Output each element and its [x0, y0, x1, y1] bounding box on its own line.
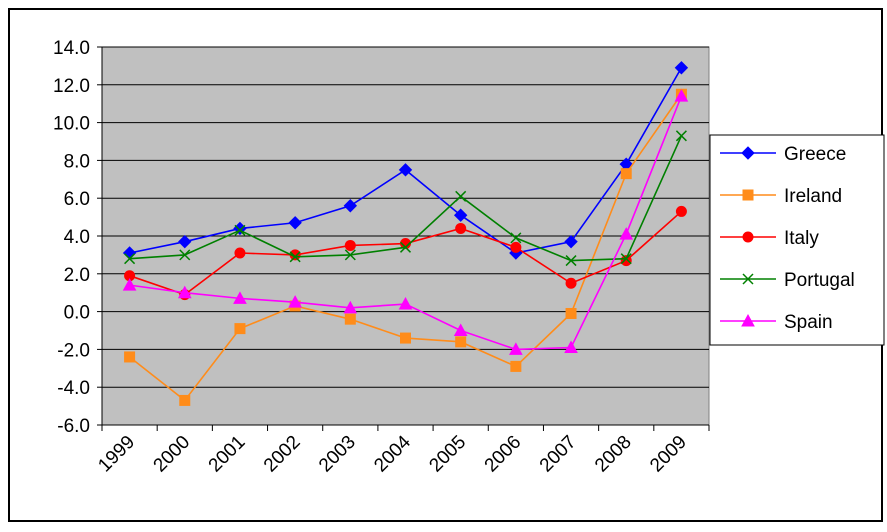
marker: [344, 313, 356, 325]
marker: [178, 234, 192, 249]
marker: [289, 251, 301, 263]
legend-label: Italy: [784, 228, 819, 249]
marker: [564, 340, 578, 354]
marker: [620, 253, 632, 265]
marker: [510, 232, 522, 244]
y-tick-label: -2.0: [57, 340, 90, 361]
marker: [455, 190, 467, 202]
y-tick-label: 8.0: [64, 151, 90, 172]
marker: [453, 208, 468, 222]
marker: [398, 296, 413, 310]
marker: [288, 295, 302, 308]
marker: [742, 231, 754, 243]
legend-label: Ireland: [784, 186, 842, 207]
marker: [343, 199, 358, 213]
y-tick-label: 14.0: [53, 38, 90, 59]
marker: [510, 241, 522, 253]
marker: [234, 224, 246, 236]
marker: [741, 146, 755, 160]
marker: [455, 222, 467, 234]
marker: [620, 168, 632, 180]
marker: [343, 300, 358, 314]
marker: [619, 227, 634, 240]
y-tick-label: -4.0: [57, 378, 90, 399]
y-tick-label: 2.0: [64, 265, 90, 286]
marker: [179, 249, 191, 261]
y-tick-label: 10.0: [53, 114, 90, 135]
marker: [344, 239, 356, 251]
marker: [674, 61, 689, 75]
marker: [234, 323, 246, 335]
marker: [742, 273, 754, 285]
legend-label: Portugal: [784, 270, 855, 291]
legend-label: Greece: [784, 144, 846, 165]
legend-label: Spain: [784, 312, 833, 333]
marker: [510, 360, 522, 372]
marker: [453, 323, 468, 336]
marker: [564, 234, 578, 249]
marker: [177, 285, 192, 299]
marker: [124, 253, 136, 265]
marker: [124, 351, 136, 363]
y-tick-label: 4.0: [64, 227, 90, 248]
marker: [675, 205, 687, 217]
marker: [742, 189, 754, 201]
marker: [288, 216, 302, 230]
marker: [565, 277, 577, 289]
marker: [122, 278, 137, 291]
marker: [674, 89, 689, 102]
marker: [509, 342, 523, 355]
marker: [565, 307, 577, 319]
marker: [179, 394, 191, 406]
marker: [400, 332, 411, 344]
y-tick-label: 0.0: [64, 303, 90, 324]
marker: [741, 313, 755, 327]
marker: [234, 247, 246, 259]
marker: [675, 130, 687, 142]
marker: [455, 336, 467, 348]
marker: [398, 163, 413, 177]
y-tick-label: -6.0: [57, 416, 90, 437]
marker: [565, 255, 577, 267]
marker: [399, 241, 412, 253]
marker: [344, 249, 356, 261]
marker: [233, 291, 247, 304]
legend-box: [709, 134, 885, 346]
y-tick-label: 12.0: [53, 76, 90, 97]
y-tick-label: 6.0: [64, 189, 90, 210]
